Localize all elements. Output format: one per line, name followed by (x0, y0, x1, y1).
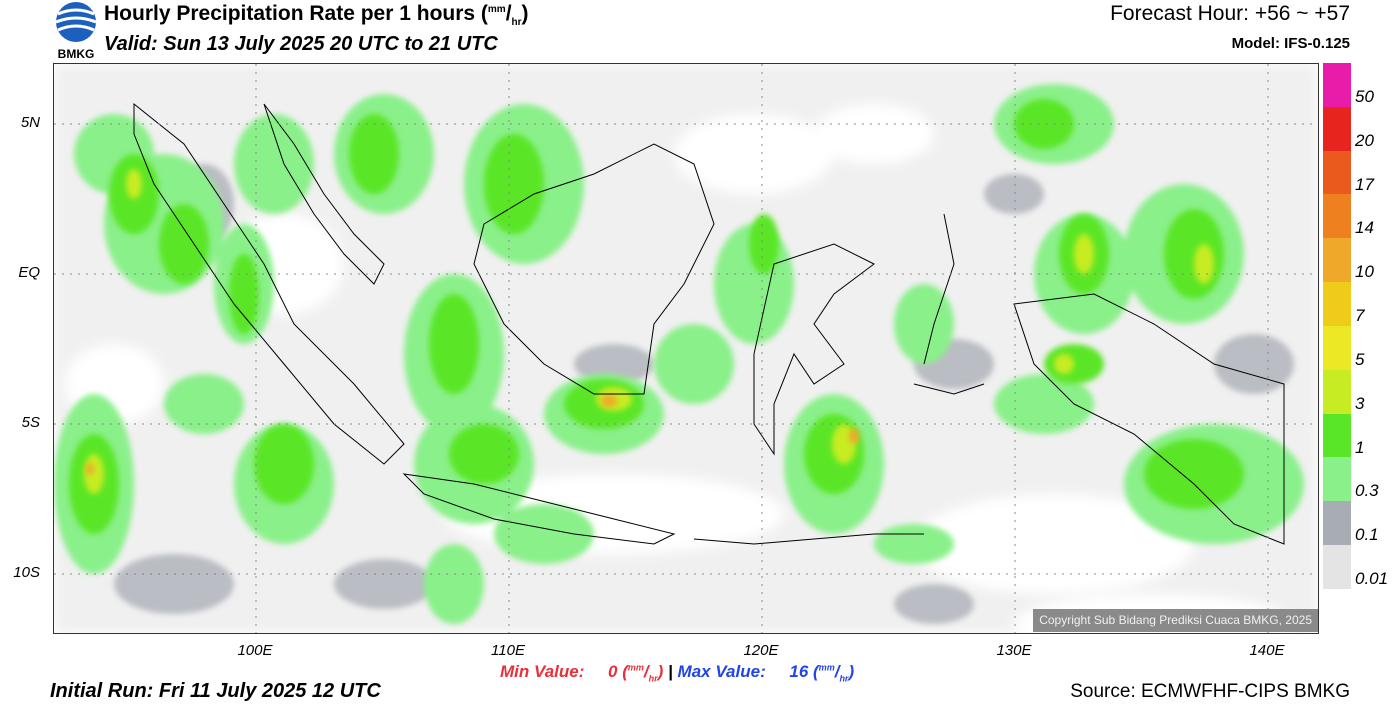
legend-swatch (1323, 413, 1351, 458)
chart-title: Hourly Precipitation Rate per 1 hours (m… (104, 2, 529, 29)
legend-swatch (1323, 282, 1351, 326)
legend-label: 14 (1355, 218, 1374, 238)
min-value: 0 (mm/hr) (608, 662, 664, 684)
lat-label-10s: 10S (13, 564, 40, 581)
lat-label-5n: 5N (20, 114, 40, 131)
legend-swatch (1323, 501, 1351, 546)
lat-label-eq: EQ (18, 264, 40, 281)
coastlines (133, 102, 1285, 545)
lon-label-140e: 140E (1249, 642, 1285, 659)
legend-swatch (1323, 194, 1351, 239)
lon-label-130e: 130E (996, 642, 1032, 659)
graticule (54, 64, 1318, 633)
logo-text: BMKG (58, 47, 95, 60)
legend-label: 5 (1355, 349, 1365, 369)
valid-time: Valid: Sun 13 July 2025 20 UTC to 21 UTC (104, 33, 498, 55)
legend-swatch (1323, 325, 1351, 370)
lat-label-5s: 5S (21, 414, 40, 431)
model-name: Model: IFS-0.125 (1231, 35, 1350, 52)
min-max-values: Min Value: 0 (mm/hr) | Max Value: 16 (mm… (500, 662, 854, 683)
legend-label: 1 (1355, 437, 1365, 457)
legend-label: 20 (1355, 130, 1374, 150)
precipitation-map: Copyright Sub Bidang Prediksi Cuaca BMKG… (53, 63, 1319, 634)
legend-swatch (1323, 63, 1351, 107)
legend-swatch (1323, 457, 1351, 502)
legend-label: 17 (1355, 174, 1374, 194)
legend-label: 0.3 (1355, 481, 1379, 501)
legend-label: 50 (1355, 86, 1374, 106)
lon-label-100e: 100E (237, 642, 273, 659)
legend-swatch (1323, 545, 1351, 589)
bmkg-logo: BMKG (55, 2, 97, 60)
legend-label: 0.1 (1355, 525, 1379, 545)
max-value-label: Max Value: (677, 662, 766, 681)
copyright-notice: Copyright Sub Bidang Prediksi Cuaca BMKG… (1033, 609, 1318, 632)
legend-swatch (1323, 238, 1351, 283)
data-source: Source: ECMWFHF-CIPS BMKG (1070, 681, 1350, 702)
max-value: 16 (mm/hr) (789, 662, 855, 684)
map-canvas (54, 64, 1318, 633)
legend-label: 0.01 (1355, 569, 1389, 588)
min-value-label: Min Value: (500, 662, 585, 681)
forecast-hour: Forecast Hour: +56 ~ +57 (1110, 2, 1350, 25)
legend-label: 7 (1355, 306, 1365, 325)
legend-label: 10 (1355, 262, 1374, 282)
legend-swatch (1323, 369, 1351, 414)
value-separator: | (668, 662, 673, 681)
precip-10-layer (86, 395, 859, 475)
legend-swatch (1323, 106, 1351, 151)
lon-label-120e: 120E (743, 642, 779, 659)
legend-colorbar (1323, 63, 1351, 589)
legend-label: 3 (1355, 393, 1365, 413)
initial-run: Initial Run: Fri 11 July 2025 12 UTC (50, 680, 381, 702)
lon-label-110e: 110E (491, 642, 525, 659)
legend-swatch (1323, 150, 1351, 195)
